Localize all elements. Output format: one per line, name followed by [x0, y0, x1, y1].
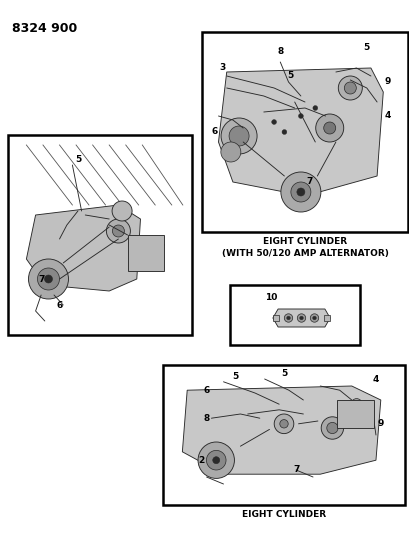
Circle shape — [281, 130, 286, 134]
Text: 3: 3 — [219, 63, 225, 72]
Circle shape — [106, 219, 130, 243]
Text: 5: 5 — [363, 44, 369, 52]
Text: 5: 5 — [280, 369, 286, 378]
Text: 4: 4 — [383, 111, 390, 120]
Bar — [272, 315, 279, 321]
Circle shape — [280, 172, 320, 212]
Circle shape — [271, 119, 276, 124]
Text: 5: 5 — [232, 372, 238, 381]
Circle shape — [44, 275, 52, 283]
Circle shape — [198, 442, 234, 479]
Circle shape — [112, 225, 124, 237]
Polygon shape — [218, 68, 382, 196]
Circle shape — [310, 314, 318, 322]
Circle shape — [299, 316, 303, 320]
Circle shape — [320, 417, 343, 439]
Text: 8: 8 — [203, 414, 209, 423]
Text: 5: 5 — [74, 155, 81, 164]
Text: 2: 2 — [198, 456, 204, 465]
Circle shape — [283, 314, 292, 322]
Text: 9: 9 — [383, 77, 390, 86]
Bar — [229, 285, 359, 345]
Polygon shape — [26, 205, 140, 291]
Circle shape — [350, 399, 361, 410]
Circle shape — [274, 414, 293, 434]
Text: (WITH 50/120 AMP ALTERNATOR): (WITH 50/120 AMP ALTERNATOR) — [221, 249, 387, 258]
Text: 6: 6 — [203, 386, 209, 395]
Bar — [323, 315, 329, 321]
Circle shape — [312, 316, 315, 320]
Circle shape — [279, 419, 288, 428]
Circle shape — [229, 126, 249, 146]
Circle shape — [37, 268, 59, 290]
Circle shape — [28, 259, 68, 299]
Circle shape — [298, 114, 303, 118]
Text: EIGHT CYLINDER: EIGHT CYLINDER — [262, 237, 346, 246]
Text: 7: 7 — [38, 274, 44, 284]
Text: 6: 6 — [56, 301, 63, 310]
Circle shape — [290, 182, 310, 202]
Circle shape — [337, 76, 362, 100]
Circle shape — [220, 142, 240, 162]
Polygon shape — [182, 386, 380, 474]
Bar — [202, 32, 407, 232]
Circle shape — [296, 188, 304, 196]
Circle shape — [315, 114, 343, 142]
Bar — [8, 135, 191, 335]
Circle shape — [312, 106, 317, 110]
Circle shape — [323, 122, 335, 134]
Text: EIGHT CYLINDER: EIGHT CYLINDER — [241, 510, 325, 519]
Circle shape — [326, 422, 337, 434]
Text: 10: 10 — [265, 293, 277, 302]
Circle shape — [297, 314, 305, 322]
Text: 8324 900: 8324 900 — [12, 22, 77, 35]
Circle shape — [112, 201, 132, 221]
Text: 7: 7 — [292, 465, 299, 474]
Text: 5: 5 — [287, 71, 293, 80]
Text: 9: 9 — [377, 419, 383, 429]
Text: 4: 4 — [372, 375, 378, 384]
Bar — [127, 235, 164, 271]
Circle shape — [206, 450, 225, 470]
Polygon shape — [272, 309, 329, 327]
Text: 6: 6 — [211, 127, 217, 136]
Circle shape — [212, 457, 219, 464]
Text: 7: 7 — [305, 177, 312, 187]
Bar — [337, 400, 373, 428]
Circle shape — [286, 316, 290, 320]
Circle shape — [220, 118, 256, 154]
Text: 8: 8 — [276, 47, 283, 56]
Bar — [163, 365, 404, 505]
Circle shape — [344, 82, 355, 94]
